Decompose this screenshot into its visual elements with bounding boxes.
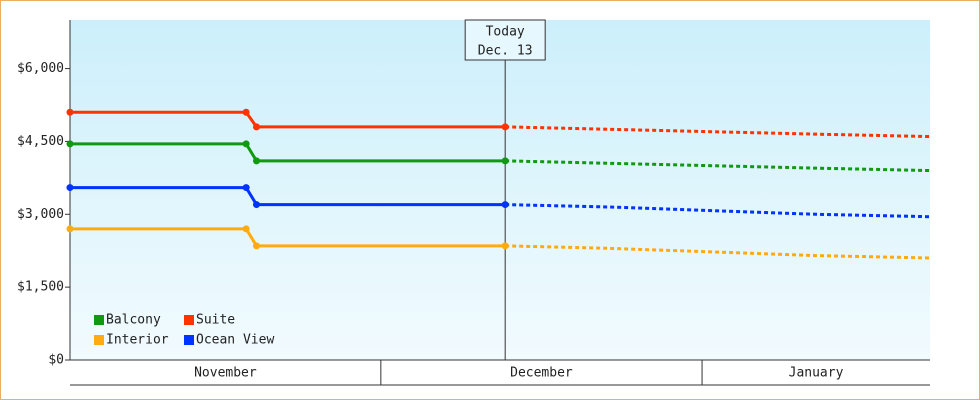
month-label: November <box>194 366 257 381</box>
series-line <box>70 110 506 129</box>
month-label: December <box>510 366 573 381</box>
point <box>242 184 250 192</box>
month-label: January <box>789 366 844 381</box>
point <box>66 225 74 233</box>
y-tick-label: $1,500 <box>17 280 64 295</box>
point <box>501 123 509 131</box>
legend-label: Interior <box>106 333 169 348</box>
legend-label: Suite <box>196 313 235 328</box>
series-line <box>70 186 506 207</box>
today-label: Dec. 13 <box>478 44 533 59</box>
today-box <box>464 19 546 61</box>
point <box>253 201 261 209</box>
y-tick-label: $3,000 <box>17 207 64 222</box>
y-tick-label: $6,000 <box>17 61 64 76</box>
legend-swatch <box>184 335 194 345</box>
legend-swatch <box>184 315 194 325</box>
legend-swatch <box>94 315 104 325</box>
point <box>66 108 74 116</box>
point <box>242 108 250 116</box>
point <box>501 201 509 209</box>
point <box>253 157 261 165</box>
y-tick-label: $0 <box>48 353 64 368</box>
series-line <box>70 227 506 248</box>
point <box>501 157 509 165</box>
legend-label: Balcony <box>106 313 161 328</box>
series-line <box>70 142 506 163</box>
point <box>501 242 509 250</box>
today-label: Today <box>486 25 525 40</box>
point <box>242 140 250 148</box>
point <box>253 123 261 131</box>
legend-label: Ocean View <box>196 333 274 348</box>
point <box>66 140 74 148</box>
point <box>253 242 261 250</box>
plot-area <box>70 20 930 360</box>
legend-swatch <box>94 335 104 345</box>
point <box>242 225 250 233</box>
y-tick-label: $4,500 <box>17 134 64 149</box>
point <box>66 184 74 192</box>
